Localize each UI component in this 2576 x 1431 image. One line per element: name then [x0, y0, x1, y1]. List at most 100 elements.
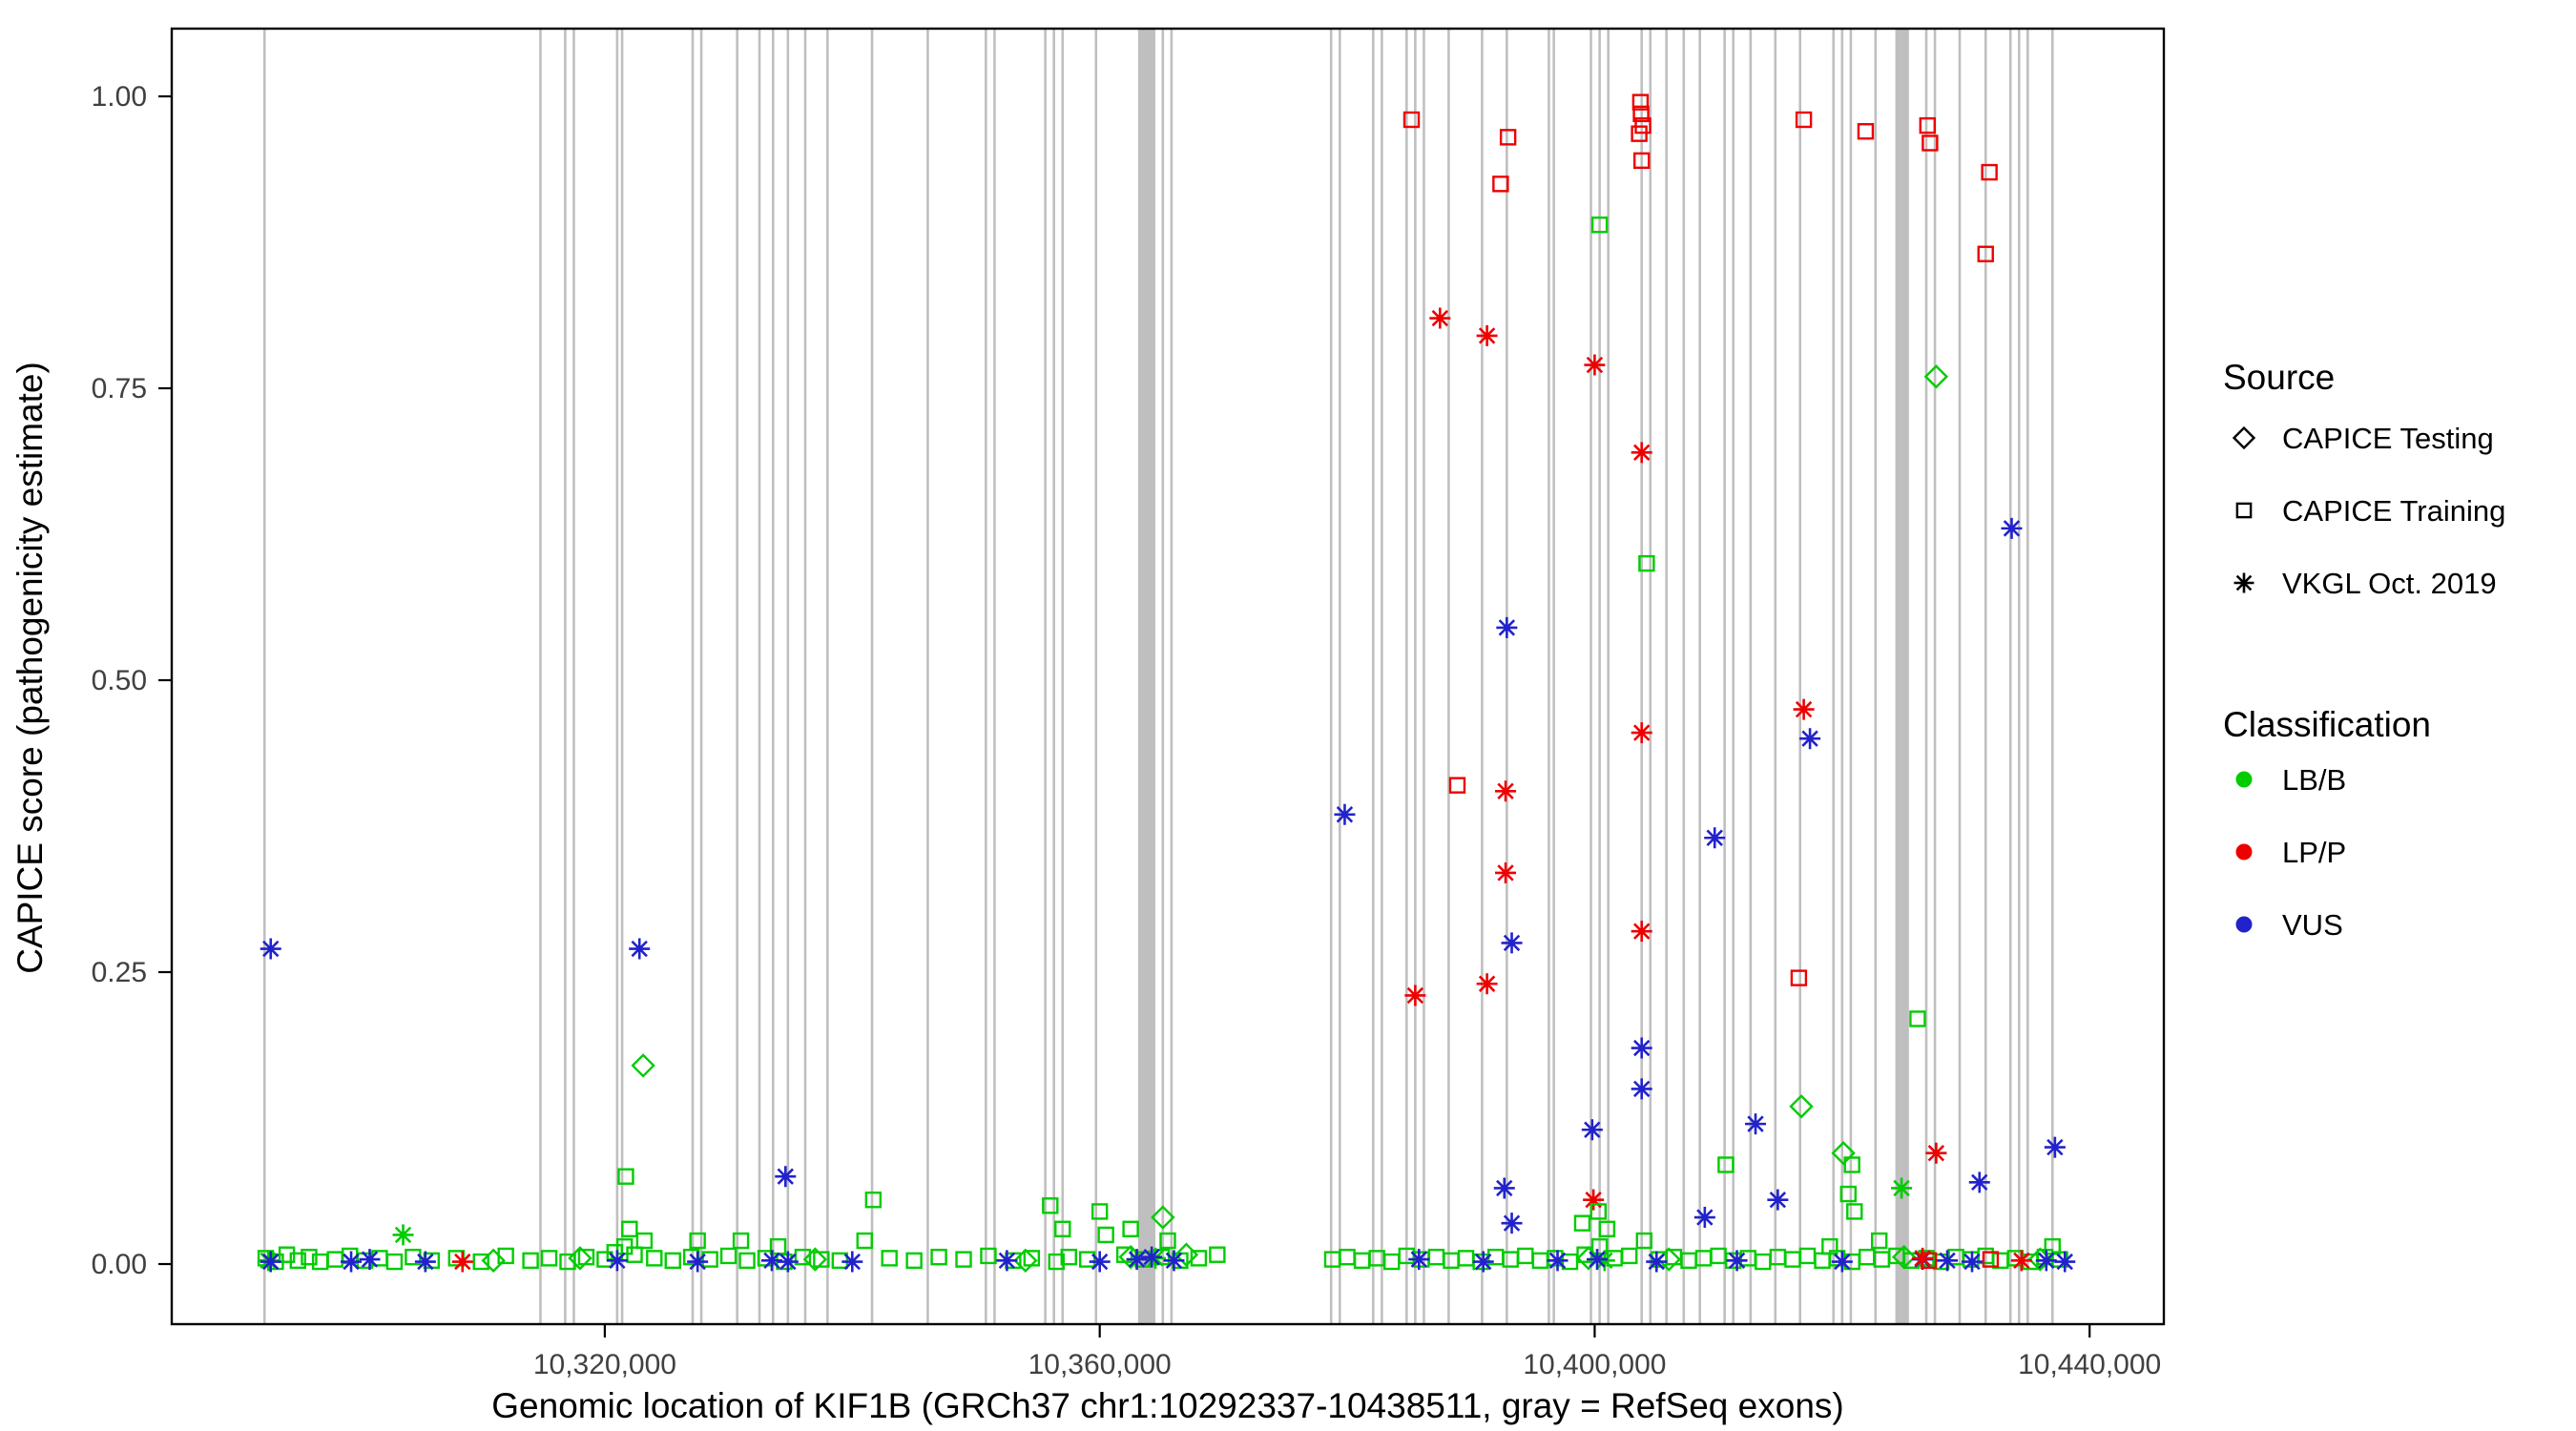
data-point-asterisk [260, 1251, 281, 1273]
exon-band [1840, 29, 1844, 1324]
data-point-asterisk [392, 1224, 414, 1246]
classification-dot-icon [2235, 843, 2253, 861]
exon-band [1052, 29, 1055, 1324]
data-point-square [1091, 1203, 1109, 1220]
legend-item-label: VKGL Oct. 2019 [2282, 567, 2497, 600]
data-point-asterisk [1799, 728, 1821, 750]
data-point-square [1499, 129, 1517, 146]
data-point-square [1633, 152, 1651, 170]
data-point-square [1048, 1253, 1065, 1271]
data-point-asterisk [777, 1251, 799, 1273]
legend-item-label: LB/B [2282, 763, 2346, 797]
data-point-square [540, 1250, 558, 1267]
legend-item-label: CAPICE Testing [2282, 422, 2494, 455]
data-point-square [1920, 1252, 1938, 1270]
data-point-asterisk [414, 1251, 436, 1273]
exon-band [1607, 29, 1610, 1324]
data-point-square [1632, 105, 1650, 123]
y-tick-label: 0.50 [92, 665, 147, 696]
data-point-asterisk [1631, 1078, 1652, 1100]
data-point-asterisk [1404, 985, 1426, 1006]
data-point-asterisk [1408, 1249, 1430, 1271]
data-point-asterisk [606, 1250, 628, 1272]
data-point-square [1209, 1246, 1226, 1263]
exon-band [736, 29, 738, 1324]
exon-band [620, 29, 624, 1324]
data-point-square [617, 1168, 634, 1185]
y-tick-label: 0.75 [92, 373, 147, 404]
data-point-square [1448, 777, 1466, 794]
exon-band [1161, 29, 1165, 1324]
exon-band [1405, 29, 1408, 1324]
panel-border [170, 27, 2166, 1326]
data-point-diamond [1576, 1246, 1601, 1271]
legend-item-vus: VUS [2235, 908, 2343, 942]
data-point-asterisk [1501, 1213, 1523, 1234]
legend-item-capice-training: CAPICE Training [2235, 494, 2505, 528]
data-point-square [1798, 1247, 1817, 1265]
classification-dot-icon [2235, 771, 2253, 788]
data-point-square [664, 1252, 681, 1270]
exon-band [572, 29, 575, 1324]
exon-band [1732, 29, 1735, 1324]
data-point-asterisk [996, 1250, 1018, 1272]
data-point-asterisk [1472, 1251, 1494, 1273]
exon-band [1447, 29, 1450, 1324]
exon-band [1682, 29, 1686, 1324]
exon-band [926, 29, 929, 1324]
data-point-asterisk [1476, 973, 1498, 995]
exon-band [1061, 29, 1065, 1324]
x-tick-label: 10,360,000 [1028, 1349, 1172, 1380]
data-point-asterisk [2054, 1251, 2076, 1273]
data-point-asterisk [1646, 1251, 1668, 1273]
x-tick-label: 10,320,000 [533, 1349, 676, 1380]
data-point-square [1694, 1250, 1713, 1267]
data-point-asterisk [1968, 1172, 1990, 1193]
data-point-asterisk [1745, 1113, 1767, 1135]
exon-band [1137, 29, 1156, 1324]
data-point-asterisk [1631, 921, 1652, 943]
data-point-square [1383, 1253, 1401, 1271]
data-point-square [1621, 1247, 1638, 1265]
data-point-square [1573, 1214, 1591, 1232]
data-point-square [719, 1247, 737, 1265]
data-point-asterisk [1584, 354, 1606, 376]
data-point-square [1402, 111, 1421, 129]
data-point-square [980, 1247, 997, 1265]
exon-band [564, 29, 567, 1324]
legend-item-lp-p: LP/P [2235, 836, 2346, 869]
data-point-asterisk [1126, 1249, 1148, 1271]
exon-band [1598, 29, 1601, 1324]
data-point-square [1023, 1250, 1041, 1267]
data-point-square [278, 1246, 296, 1263]
data-point-diamond [1789, 1094, 1814, 1119]
exon-band [1481, 29, 1484, 1324]
data-point-square [1784, 1251, 1801, 1268]
data-point-square [626, 1246, 643, 1263]
data-point-square [1443, 1252, 1460, 1270]
data-point-asterisk [1726, 1250, 1748, 1272]
data-point-asterisk [1631, 722, 1652, 744]
exon-band [1933, 29, 1937, 1324]
exon-band [2017, 29, 2021, 1324]
data-point-asterisk [841, 1251, 863, 1273]
data-point-square [1665, 1248, 1683, 1266]
data-point-square [385, 1253, 404, 1271]
data-point-square [635, 1232, 654, 1250]
data-point-square [1977, 245, 1994, 262]
data-point-square [689, 1232, 706, 1250]
data-point-square [1097, 1226, 1114, 1244]
exon-band [2008, 29, 2012, 1324]
exon-band [1798, 29, 1802, 1324]
legend-item-vkgl-oct-2019: VKGL Oct. 2019 [2233, 567, 2497, 600]
data-point-square [856, 1232, 873, 1250]
exon-band [1874, 29, 1878, 1324]
data-point-square [1922, 135, 1939, 152]
data-point-asterisk [1891, 1177, 1913, 1199]
data-point-asterisk [1163, 1250, 1185, 1272]
data-point-square [1079, 1251, 1096, 1268]
legend: Source CAPICE Testing CAPICE Training VKGL … [2223, 358, 2505, 942]
data-point-square [1981, 163, 1998, 181]
data-point-square [1589, 1203, 1608, 1220]
